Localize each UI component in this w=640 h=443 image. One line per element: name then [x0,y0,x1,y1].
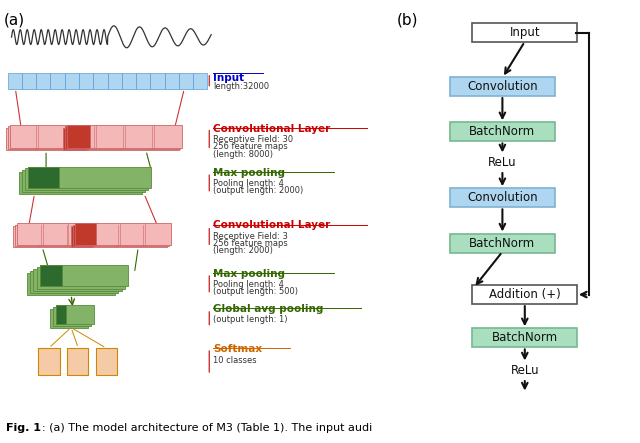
Bar [71,226,92,247]
Bar [8,127,180,149]
Bar [73,225,94,246]
Bar [179,73,193,89]
Text: Max pooling: Max pooling [213,168,285,178]
Text: BatchNorm: BatchNorm [492,331,558,344]
Text: Convolutional Layer: Convolutional Layer [213,124,330,134]
Bar [22,73,36,89]
Bar [36,267,125,288]
Text: (length: 8000): (length: 8000) [213,150,273,159]
Bar [56,305,94,324]
Bar [40,265,62,287]
Text: ReLu: ReLu [488,156,516,169]
Text: Addition (+): Addition (+) [489,288,561,301]
FancyBboxPatch shape [450,122,555,141]
Text: BatchNorm: BatchNorm [469,237,536,249]
Bar [50,309,88,327]
FancyBboxPatch shape [472,285,577,304]
Text: 256 feature maps: 256 feature maps [213,142,288,151]
Text: 10 classes: 10 classes [213,356,257,365]
Bar [164,73,179,89]
FancyBboxPatch shape [450,233,555,253]
Bar [53,307,92,326]
Bar [28,167,151,188]
Text: Max pooling: Max pooling [213,269,285,279]
Text: Receptive Field: 3: Receptive Field: 3 [213,232,288,241]
Bar [56,305,65,324]
Bar [65,73,79,89]
Bar [122,73,136,89]
FancyBboxPatch shape [450,77,555,96]
Text: Pooling length: 4: Pooling length: 4 [213,280,284,289]
FancyBboxPatch shape [450,188,555,207]
Bar [193,73,207,89]
Bar [63,128,86,150]
Text: (a): (a) [4,12,25,27]
Bar [96,348,117,375]
Text: Convolution: Convolution [467,80,538,93]
Bar [136,73,150,89]
Text: ReLu: ReLu [511,364,539,377]
Text: Softmax: Softmax [213,344,262,354]
Bar [28,167,59,188]
Text: (b): (b) [397,12,419,27]
Bar [150,73,164,89]
Text: Receptive Field: 30: Receptive Field: 30 [213,135,293,144]
Bar [93,73,108,89]
Bar [79,73,93,89]
Bar [75,223,96,245]
Text: (length: 2000): (length: 2000) [213,246,273,255]
Bar [8,73,22,89]
Bar [33,269,122,291]
Bar [13,226,167,247]
Text: BatchNorm: BatchNorm [469,125,536,138]
Text: 256 feature maps: 256 feature maps [213,239,288,248]
FancyBboxPatch shape [472,328,577,347]
Bar [22,171,145,192]
FancyBboxPatch shape [472,23,577,43]
Bar [36,73,51,89]
Text: Pooling length: 4: Pooling length: 4 [213,179,284,188]
Text: : (a) The model architecture of M3 (Table 1). The input audi: : (a) The model architecture of M3 (Tabl… [42,423,372,433]
Bar [38,348,60,375]
Text: Convolutional Layer: Convolutional Layer [213,221,330,230]
Text: (output length: 1): (output length: 1) [213,315,287,324]
Bar [17,223,171,245]
Bar [27,273,115,295]
Bar [65,127,88,149]
Bar [51,73,65,89]
Bar [30,271,118,292]
Bar [67,348,88,375]
Bar [19,172,142,194]
Text: Global avg pooling: Global avg pooling [213,303,323,314]
Text: (output length: 500): (output length: 500) [213,287,298,296]
Bar [67,125,90,148]
Bar [40,265,128,287]
Text: (output length: 2000): (output length: 2000) [213,186,303,195]
Bar [15,225,169,246]
Text: Fig. 1: Fig. 1 [6,423,42,433]
Bar [10,125,182,148]
Text: length:32000: length:32000 [213,82,269,91]
Text: Input: Input [509,27,540,39]
Text: Convolution: Convolution [467,191,538,204]
Text: Input: Input [213,73,244,83]
Bar [6,128,179,150]
Bar [25,168,148,190]
Bar [108,73,122,89]
